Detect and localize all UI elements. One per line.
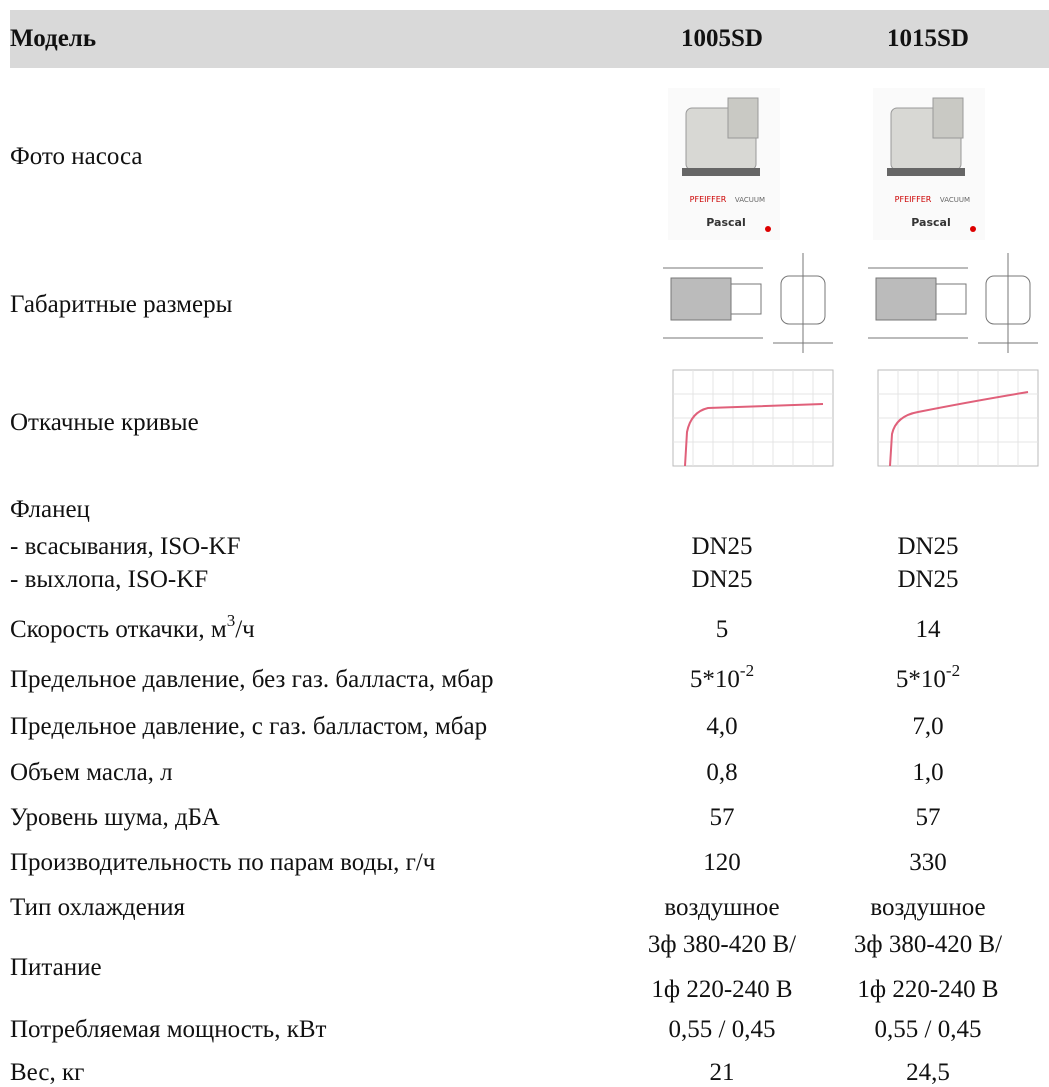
- pump-photo: PFEIFFER VACUUM Pascal: [873, 88, 985, 240]
- cell: 4,0: [622, 710, 822, 744]
- cell: 5: [622, 613, 822, 647]
- cell: 57: [622, 801, 822, 835]
- dimension-drawing: [868, 248, 1044, 360]
- header-label: Модель: [10, 22, 96, 56]
- cell: 24,5: [828, 1056, 1028, 1087]
- cell: 1ф 220-240 В: [622, 973, 822, 1007]
- cell-text: 5*10: [896, 666, 946, 693]
- pump-photo: PFEIFFER VACUUM Pascal: [668, 88, 780, 240]
- cell: DN25: [828, 530, 1028, 564]
- cell: воздушное: [828, 891, 1028, 925]
- row-label: Габаритные размеры: [10, 288, 232, 322]
- cell: 5*10-2: [622, 663, 822, 697]
- product-name: Pascal: [911, 216, 950, 229]
- cell: DN25: [622, 530, 822, 564]
- cell: 3ф 380-420 В/: [622, 928, 822, 962]
- row-label: Потребляемая мощность, кВт: [10, 1013, 326, 1047]
- row-label: - выхлопа, ISO-KF: [10, 563, 208, 597]
- dimension-drawing: [663, 248, 839, 360]
- pumping-curve: [868, 362, 1044, 478]
- pumping-curve: [663, 362, 839, 478]
- cell: 3ф 380-420 В/: [828, 928, 1028, 962]
- cell: 5*10-2: [828, 663, 1028, 697]
- row-label: Производительность по парам воды, г/ч: [10, 846, 435, 880]
- row-label: Фланец: [10, 493, 90, 527]
- row-label: Фото насоса: [10, 140, 142, 174]
- cell-text: 5*10: [690, 666, 740, 693]
- model-name: 1005SD: [622, 22, 822, 56]
- row-label: Вес, кг: [10, 1056, 84, 1087]
- cell: 1,0: [828, 756, 1028, 790]
- label-text: Скорость откачки, м: [10, 616, 227, 643]
- brand: PFEIFFER: [690, 195, 727, 204]
- row-label: Тип охлаждения: [10, 891, 185, 925]
- cell: 57: [828, 801, 1028, 835]
- row-label: Предельное давление, без газ. балласта, …: [10, 663, 494, 697]
- cell: 0,55 / 0,45: [828, 1013, 1028, 1047]
- row-label: Уровень шума, дБА: [10, 801, 220, 835]
- superscript: -2: [740, 661, 754, 680]
- product-name: Pascal: [706, 216, 745, 229]
- brand: PFEIFFER: [895, 195, 932, 204]
- brand-sub: VACUUM: [735, 196, 765, 204]
- row-label: - всасывания, ISO-KF: [10, 530, 241, 564]
- superscript: 3: [227, 611, 236, 630]
- cell: 21: [622, 1056, 822, 1087]
- row-label: Предельное давление, с газ. балластом, м…: [10, 710, 487, 744]
- cell: DN25: [622, 563, 822, 597]
- brand-sub: VACUUM: [940, 196, 970, 204]
- cell: 7,0: [828, 710, 1028, 744]
- cell: 0,55 / 0,45: [622, 1013, 822, 1047]
- row-label: Питание: [10, 951, 102, 985]
- cell: 1ф 220-240 В: [828, 973, 1028, 1007]
- cell: DN25: [828, 563, 1028, 597]
- cell: 0,8: [622, 756, 822, 790]
- cell: 330: [828, 846, 1028, 880]
- row-label: Откачные кривые: [10, 406, 199, 440]
- row-label: Объем масла, л: [10, 756, 173, 790]
- page: Модель 1005SD 1015SD Фото насоса PFEIFFE…: [0, 0, 1049, 1087]
- row-label: Скорость откачки, м3/ч: [10, 613, 255, 647]
- cell: 14: [828, 613, 1028, 647]
- cell: воздушное: [622, 891, 822, 925]
- model-name: 1015SD: [828, 22, 1028, 56]
- label-text: /ч: [235, 616, 255, 643]
- superscript: -2: [946, 661, 960, 680]
- cell: 120: [622, 846, 822, 880]
